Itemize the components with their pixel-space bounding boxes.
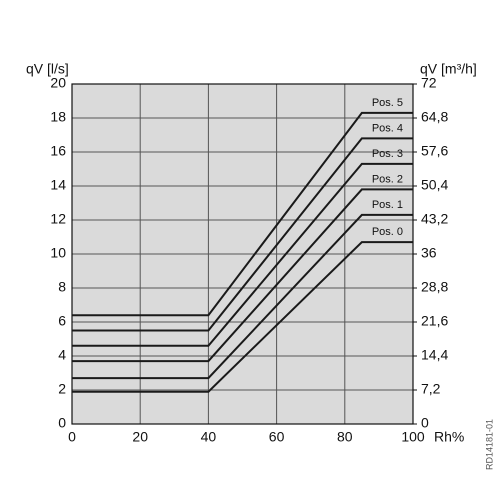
y2-tick-label: 50,4 [421,177,448,193]
y2-tick-label: 43,2 [421,211,448,227]
series-line [72,213,413,380]
x-tick-label: 80 [337,429,353,445]
series-label: Pos. 5 [372,97,403,109]
y2-tick-label: 64,8 [421,109,448,125]
x-axis-label: Rh% [434,429,464,445]
figure-code: RD14181-01 [484,419,494,470]
y-tick-label: 20 [50,75,66,91]
series-label: Pos. 2 [372,173,403,185]
x-tick-label: 0 [68,429,76,445]
series-line [72,241,413,393]
y-tick-label: 8 [58,279,66,295]
plot-frame [71,83,414,425]
series-line [72,137,413,332]
x-tick-label: 60 [269,429,285,445]
y2-tick-label: 28,8 [421,279,448,295]
series-line [72,188,413,363]
y2-tick-label: 14,4 [421,347,448,363]
y2-axis-label: qV [m³/h] [420,61,477,77]
y2-tick-label: 21,6 [421,313,448,329]
y2-tick-label: 7,2 [421,381,441,397]
y2-tick-label: 36 [421,245,437,261]
x-tick-label: 40 [201,429,217,445]
y-tick-label: 0 [58,415,66,431]
y-tick-label: 16 [50,143,66,159]
y-tick-label: 2 [58,381,66,397]
y-tick-label: 14 [50,177,66,193]
y-tick-label: 4 [58,347,66,363]
y-tick-label: 12 [50,211,66,227]
series-label: Pos. 1 [372,199,403,211]
y-tick-label: 6 [58,313,66,329]
series-line [72,162,413,347]
series-line [72,111,413,317]
y2-tick-label: 57,6 [421,143,448,159]
y2-tick-label: 0 [421,415,429,431]
series-label: Pos. 3 [372,148,403,160]
y-tick-label: 18 [50,109,66,125]
x-tick-label: 100 [401,429,425,445]
series-label: Pos. 4 [372,122,403,134]
y-axis-label: qV [l/s] [26,61,69,77]
x-tick-label: 20 [132,429,148,445]
series-label: Pos. 0 [372,226,403,238]
y2-tick-label: 72 [421,75,437,91]
y-tick-label: 10 [50,245,66,261]
